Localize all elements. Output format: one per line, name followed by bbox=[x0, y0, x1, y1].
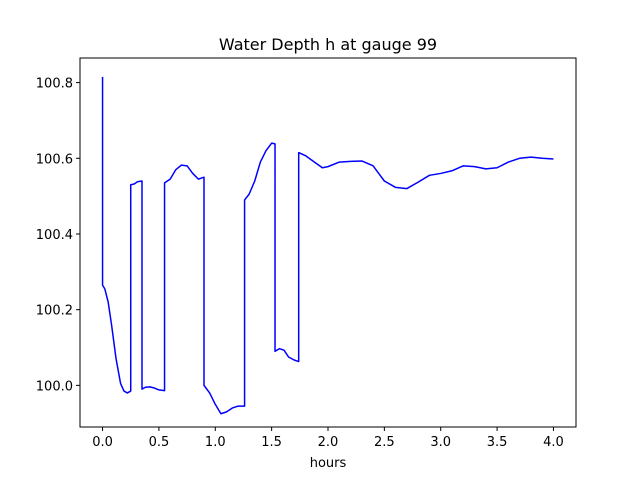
x-tick-label: 1.0 bbox=[205, 435, 226, 450]
x-tick-label: 0.5 bbox=[149, 435, 170, 450]
x-tick-label: 3.0 bbox=[430, 435, 451, 450]
x-tick-label: 3.5 bbox=[487, 435, 508, 450]
x-tick-label: 0.0 bbox=[92, 435, 113, 450]
y-axis: 100.0 100.2 100.4 100.6 100.8 bbox=[36, 77, 80, 394]
y-tick-label: 100.0 bbox=[36, 379, 73, 394]
chart-title: Water Depth h at gauge 99 bbox=[219, 35, 437, 54]
plot-area bbox=[101, 76, 554, 415]
y-tick-label: 100.6 bbox=[36, 152, 73, 167]
y-tick-label: 100.4 bbox=[36, 228, 73, 243]
x-axis: 0.0 0.5 1.0 1.5 2.0 2.5 3.0 3.5 4.0 bbox=[92, 427, 564, 450]
series-line-0 bbox=[101, 76, 554, 415]
x-tick-label: 2.0 bbox=[318, 435, 339, 450]
x-axis-label: hours bbox=[310, 456, 347, 471]
axes-frame bbox=[79, 57, 577, 428]
y-tick-label: 100.2 bbox=[36, 304, 73, 319]
y-tick-label: 100.8 bbox=[36, 77, 73, 92]
x-tick-label: 4.0 bbox=[543, 435, 564, 450]
x-tick-label: 2.5 bbox=[374, 435, 395, 450]
x-tick-label: 1.5 bbox=[261, 435, 282, 450]
